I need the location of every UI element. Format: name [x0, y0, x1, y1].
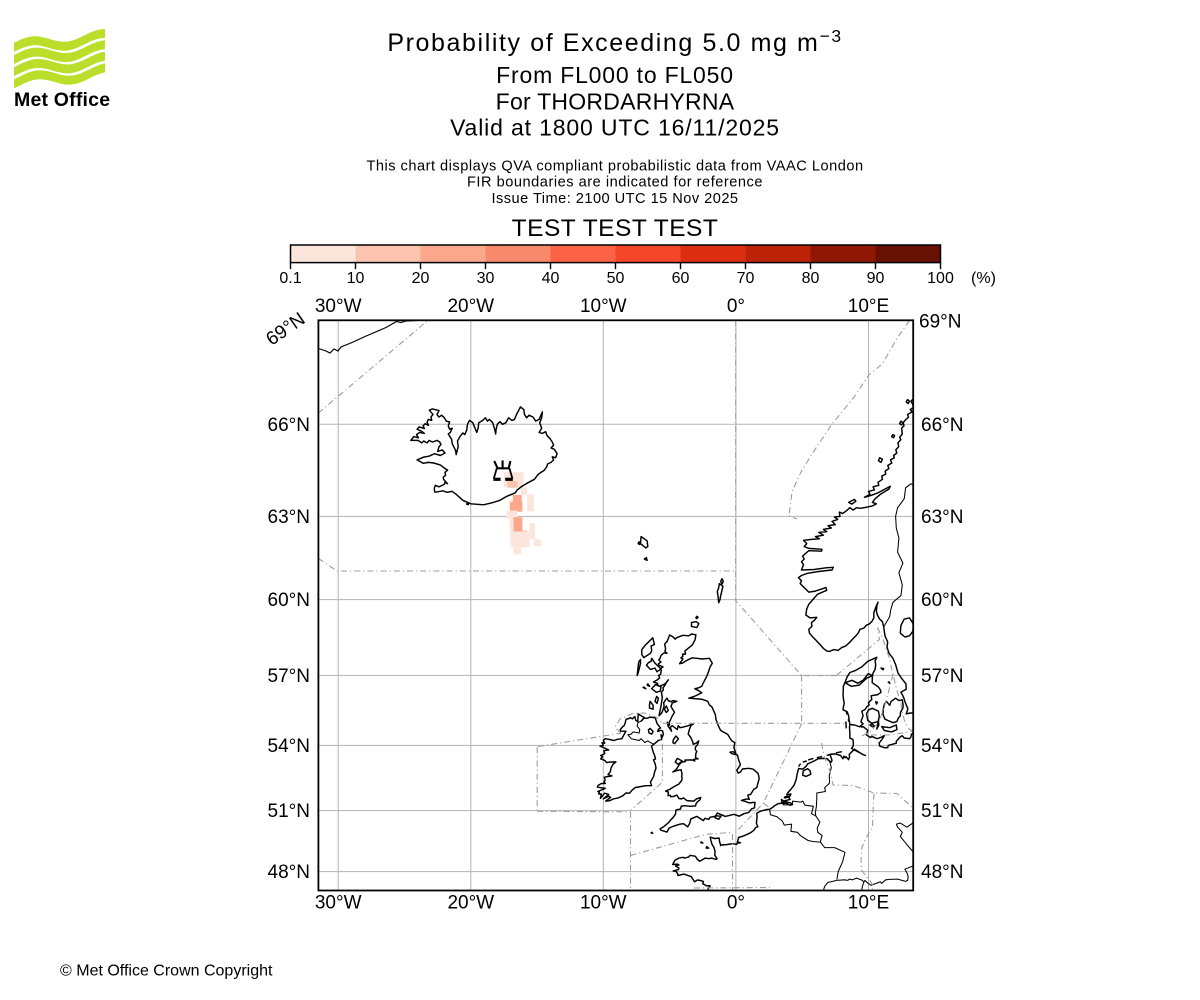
svg-text:70: 70 [737, 270, 755, 287]
svg-text:10°E: 10°E [848, 893, 889, 914]
svg-text:69°N: 69°N [919, 312, 961, 333]
svg-text:54°N: 54°N [921, 736, 963, 757]
svg-text:(%): (%) [971, 270, 996, 287]
svg-text:60°N: 60°N [921, 590, 963, 611]
svg-text:48°N: 48°N [268, 862, 310, 883]
svg-text:66°N: 66°N [268, 415, 310, 436]
svg-text:57°N: 57°N [921, 666, 963, 687]
svg-text:48°N: 48°N [921, 862, 963, 883]
svg-text:FIR boundaries are indicated f: FIR boundaries are indicated for referen… [467, 175, 763, 191]
svg-text:30: 30 [477, 270, 495, 287]
svg-text:10°E: 10°E [848, 296, 889, 317]
svg-text:51°N: 51°N [921, 801, 963, 822]
svg-text:0°: 0° [727, 296, 745, 317]
svg-text:63°N: 63°N [921, 507, 963, 528]
svg-text:Met Office: Met Office [14, 89, 110, 111]
svg-text:Valid at 1800 UTC 16/11/2025: Valid at 1800 UTC 16/11/2025 [450, 115, 780, 141]
svg-text:0.1: 0.1 [279, 270, 301, 287]
svg-text:10°W: 10°W [580, 893, 627, 914]
svg-text:66°N: 66°N [921, 415, 963, 436]
svg-text:69°N: 69°N [262, 309, 309, 351]
svg-text:40: 40 [542, 270, 560, 287]
svg-text:TEST TEST TEST: TEST TEST TEST [512, 215, 719, 242]
svg-text:10: 10 [347, 270, 365, 287]
svg-text:54°N: 54°N [268, 736, 310, 757]
svg-text:51°N: 51°N [268, 801, 310, 822]
svg-text:© Met Office Crown Copyright: © Met Office Crown Copyright [60, 963, 273, 980]
svg-text:This chart displays QVA compli: This chart displays QVA compliant probab… [366, 159, 863, 175]
svg-text:20°W: 20°W [447, 296, 494, 317]
svg-text:50: 50 [607, 270, 625, 287]
svg-text:20°W: 20°W [447, 893, 494, 914]
svg-text:0°: 0° [727, 893, 745, 914]
svg-text:60°N: 60°N [268, 590, 310, 611]
svg-text:60: 60 [672, 270, 690, 287]
svg-text:Issue Time: 2100 UTC 15 Nov 20: Issue Time: 2100 UTC 15 Nov 2025 [491, 191, 738, 207]
svg-text:Probability of Exceeding 5.0 m: Probability of Exceeding 5.0 mg m−3 [387, 26, 842, 57]
svg-text:100: 100 [927, 270, 954, 287]
svg-text:10°W: 10°W [580, 296, 627, 317]
svg-text:80: 80 [802, 270, 820, 287]
svg-text:30°W: 30°W [315, 296, 362, 317]
svg-text:30°W: 30°W [315, 893, 362, 914]
svg-text:From FL000 to FL050: From FL000 to FL050 [496, 62, 734, 88]
svg-text:57°N: 57°N [268, 666, 310, 687]
svg-text:20: 20 [412, 270, 430, 287]
svg-text:For THORDARHYRNA: For THORDARHYRNA [496, 89, 735, 115]
svg-text:90: 90 [867, 270, 885, 287]
svg-text:63°N: 63°N [268, 507, 310, 528]
